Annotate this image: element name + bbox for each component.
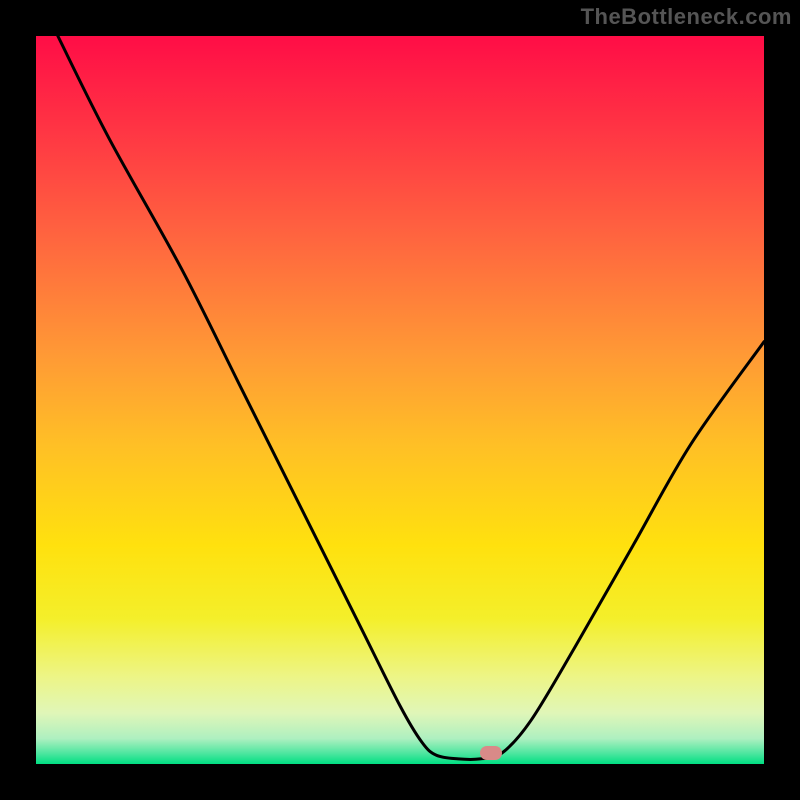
bottleneck-curve <box>36 36 764 764</box>
watermark-text: TheBottleneck.com <box>581 4 792 30</box>
optimum-marker <box>480 746 502 761</box>
plot-area <box>36 36 764 764</box>
chart-frame: TheBottleneck.com <box>0 0 800 800</box>
